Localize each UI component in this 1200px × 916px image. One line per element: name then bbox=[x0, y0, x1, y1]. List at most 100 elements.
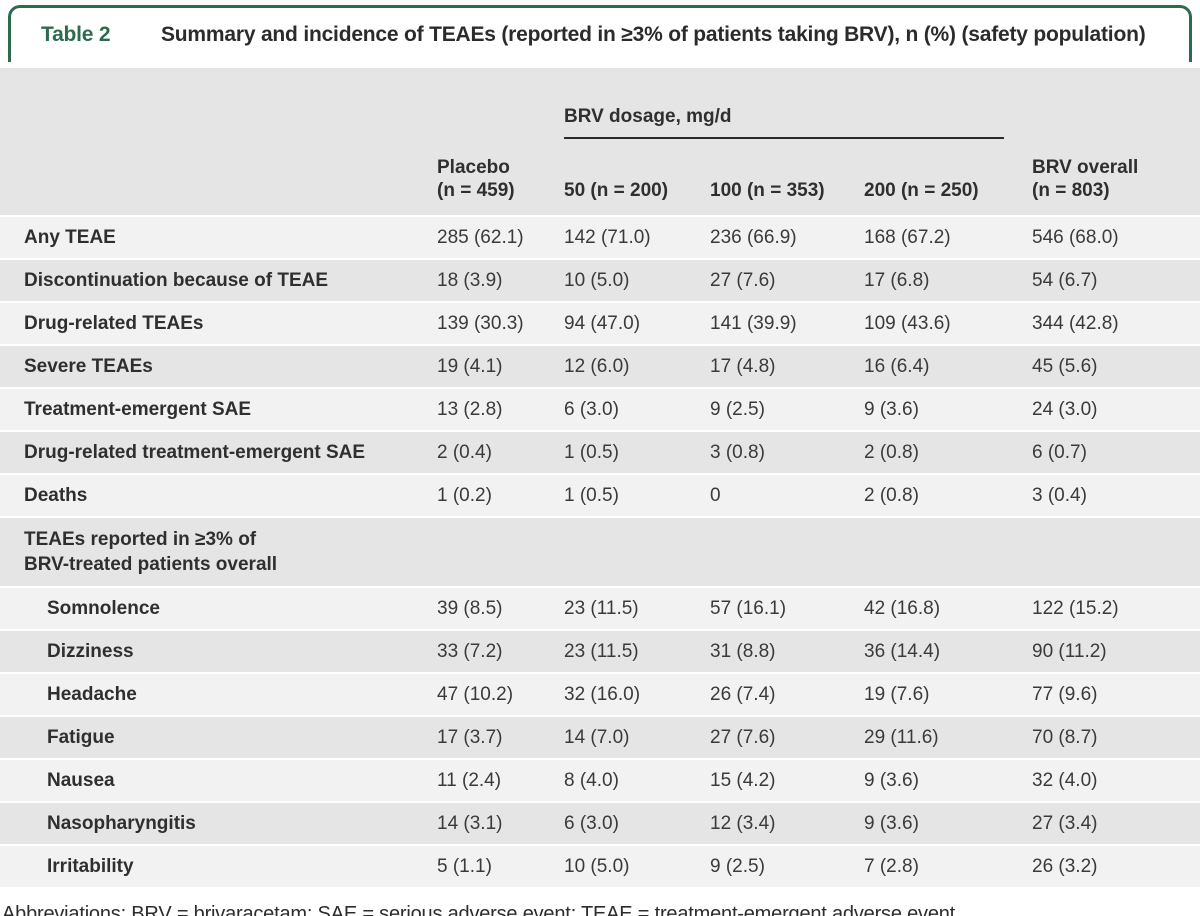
cell: 94 (47.0) bbox=[564, 302, 710, 346]
row-label: Fatigue bbox=[0, 716, 437, 760]
row-label: Dizziness bbox=[0, 630, 437, 674]
cell: 27 (3.4) bbox=[1032, 802, 1200, 846]
cell: 18 (3.9) bbox=[437, 259, 564, 303]
cell: 2 (0.4) bbox=[437, 431, 564, 475]
cell: 47 (10.2) bbox=[437, 673, 564, 717]
cell: 2 (0.8) bbox=[864, 431, 1032, 475]
cell: 9 (2.5) bbox=[710, 388, 864, 432]
cell: 12 (6.0) bbox=[564, 345, 710, 389]
table-number-label: Table 2 bbox=[41, 23, 111, 46]
cell: 27 (7.6) bbox=[710, 716, 864, 760]
table-section-row: TEAEs reported in ≥3% of BRV-treated pat… bbox=[0, 517, 1200, 588]
cell: 70 (8.7) bbox=[1032, 716, 1200, 760]
cell: 57 (16.1) bbox=[710, 587, 864, 631]
cell: 9 (2.5) bbox=[710, 845, 864, 889]
cell: 33 (7.2) bbox=[437, 630, 564, 674]
cell: 7 (2.8) bbox=[864, 845, 1032, 889]
cell: 19 (4.1) bbox=[437, 345, 564, 389]
cell: 139 (30.3) bbox=[437, 302, 564, 346]
teae-summary-table: Placebo (n = 459) BRV dosage, mg/d BRV o… bbox=[0, 68, 1200, 889]
table-row: Nasopharyngitis 14 (3.1) 6 (3.0) 12 (3.4… bbox=[0, 802, 1200, 846]
row-label: Treatment-emergent SAE bbox=[0, 388, 437, 432]
cell: 23 (11.5) bbox=[564, 630, 710, 674]
cell: 8 (4.0) bbox=[564, 759, 710, 803]
table-row: Drug-related treatment-emergent SAE 2 (0… bbox=[0, 431, 1200, 475]
table-header: Placebo (n = 459) BRV dosage, mg/d BRV o… bbox=[0, 68, 1200, 217]
row-label: Deaths bbox=[0, 474, 437, 518]
cell: 141 (39.9) bbox=[710, 302, 864, 346]
row-label: Discontinuation because of TEAE bbox=[0, 259, 437, 303]
cell: 344 (42.8) bbox=[1032, 302, 1200, 346]
cell: 12 (3.4) bbox=[710, 802, 864, 846]
cell: 13 (2.8) bbox=[437, 388, 564, 432]
table-row: Drug-related TEAEs 139 (30.3) 94 (47.0) … bbox=[0, 302, 1200, 346]
footnote-abbreviations: Abbreviations: BRV = brivaracetam; SAE =… bbox=[2, 903, 961, 916]
cell: 546 (68.0) bbox=[1032, 216, 1200, 260]
table-title-text: Summary and incidence of TEAEs (reported… bbox=[161, 23, 1146, 46]
table-row: Discontinuation because of TEAE 18 (3.9)… bbox=[0, 259, 1200, 303]
cell: 3 (0.4) bbox=[1032, 474, 1200, 518]
cell: 1 (0.5) bbox=[564, 431, 710, 475]
table-body: Any TEAE 285 (62.1) 142 (71.0) 236 (66.9… bbox=[0, 216, 1200, 889]
header-cell-brv-dosage-group: BRV dosage, mg/d bbox=[564, 68, 1032, 162]
header-row-group: Placebo (n = 459) BRV dosage, mg/d BRV o… bbox=[0, 68, 1200, 217]
cell: 122 (15.2) bbox=[1032, 587, 1200, 631]
cell: 16 (6.4) bbox=[864, 345, 1032, 389]
cell: 17 (4.8) bbox=[710, 345, 864, 389]
table-row: Fatigue 17 (3.7) 14 (7.0) 27 (7.6) 29 (1… bbox=[0, 716, 1200, 760]
row-label: Nausea bbox=[0, 759, 437, 803]
cell: 14 (7.0) bbox=[564, 716, 710, 760]
footnotes: Abbreviations: BRV = brivaracetam; SAE =… bbox=[2, 899, 1200, 916]
header-cell-brv50: 50 (n = 200) bbox=[564, 162, 710, 217]
cell: 10 (5.0) bbox=[564, 845, 710, 889]
row-label: Drug-related treatment-emergent SAE bbox=[0, 431, 437, 475]
cell: 109 (43.6) bbox=[864, 302, 1032, 346]
cell: 36 (14.4) bbox=[864, 630, 1032, 674]
table-row: Somnolence 39 (8.5) 23 (11.5) 57 (16.1) … bbox=[0, 587, 1200, 631]
cell: 17 (6.8) bbox=[864, 259, 1032, 303]
cell: 77 (9.6) bbox=[1032, 673, 1200, 717]
section-label: TEAEs reported in ≥3% of BRV-treated pat… bbox=[0, 517, 1200, 588]
cell: 42 (16.8) bbox=[864, 587, 1032, 631]
cell: 15 (4.2) bbox=[710, 759, 864, 803]
row-label: Headache bbox=[0, 673, 437, 717]
cell: 26 (7.4) bbox=[710, 673, 864, 717]
cell: 39 (8.5) bbox=[437, 587, 564, 631]
cell: 32 (16.0) bbox=[564, 673, 710, 717]
brv-dosage-group-rule: BRV dosage, mg/d bbox=[564, 105, 1004, 139]
header-cell-empty bbox=[0, 68, 437, 217]
cell: 23 (11.5) bbox=[564, 587, 710, 631]
row-label: Drug-related TEAEs bbox=[0, 302, 437, 346]
cell: 142 (71.0) bbox=[564, 216, 710, 260]
row-label: Nasopharyngitis bbox=[0, 802, 437, 846]
row-label: Any TEAE bbox=[0, 216, 437, 260]
table-row: Dizziness 33 (7.2) 23 (11.5) 31 (8.8) 36… bbox=[0, 630, 1200, 674]
table-row: Irritability 5 (1.1) 10 (5.0) 9 (2.5) 7 … bbox=[0, 845, 1200, 889]
table-row: Any TEAE 285 (62.1) 142 (71.0) 236 (66.9… bbox=[0, 216, 1200, 260]
table-title-frame: Table 2 Summary and incidence of TEAEs (… bbox=[8, 5, 1192, 62]
cell: 6 (3.0) bbox=[564, 388, 710, 432]
cell: 9 (3.6) bbox=[864, 802, 1032, 846]
cell: 0 bbox=[710, 474, 864, 518]
cell: 168 (67.2) bbox=[864, 216, 1032, 260]
cell: 19 (7.6) bbox=[864, 673, 1032, 717]
cell: 1 (0.5) bbox=[564, 474, 710, 518]
cell: 9 (3.6) bbox=[864, 388, 1032, 432]
cell: 31 (8.8) bbox=[710, 630, 864, 674]
cell: 2 (0.8) bbox=[864, 474, 1032, 518]
header-cell-brv200: 200 (n = 250) bbox=[864, 162, 1032, 217]
cell: 285 (62.1) bbox=[437, 216, 564, 260]
cell: 9 (3.6) bbox=[864, 759, 1032, 803]
row-label: Somnolence bbox=[0, 587, 437, 631]
row-label: Severe TEAEs bbox=[0, 345, 437, 389]
table-row: Severe TEAEs 19 (4.1) 12 (6.0) 17 (4.8) … bbox=[0, 345, 1200, 389]
table-row: Deaths 1 (0.2) 1 (0.5) 0 2 (0.8) 3 (0.4) bbox=[0, 474, 1200, 518]
header-cell-brv-overall: BRV overall (n = 803) bbox=[1032, 68, 1200, 217]
cell: 236 (66.9) bbox=[710, 216, 864, 260]
cell: 54 (6.7) bbox=[1032, 259, 1200, 303]
cell: 1 (0.2) bbox=[437, 474, 564, 518]
table-row: Nausea 11 (2.4) 8 (4.0) 15 (4.2) 9 (3.6)… bbox=[0, 759, 1200, 803]
cell: 27 (7.6) bbox=[710, 259, 864, 303]
cell: 17 (3.7) bbox=[437, 716, 564, 760]
cell: 11 (2.4) bbox=[437, 759, 564, 803]
